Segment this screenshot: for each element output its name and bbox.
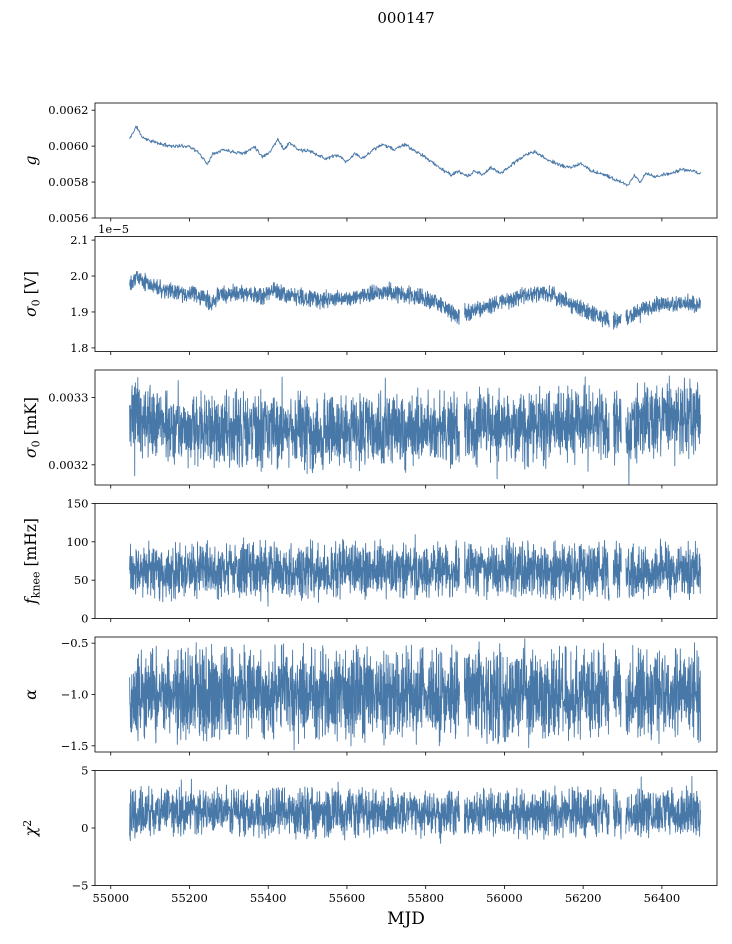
series-fknee: [612, 540, 622, 599]
y-tick-label: 0.0058: [48, 175, 88, 189]
series-g: [129, 125, 701, 187]
x-axis-label: MJD: [387, 909, 425, 929]
series-sigma0-v: [625, 293, 701, 326]
y-tick-label: 2.1: [70, 233, 88, 247]
axes-frame-sigma0-mk: [94, 369, 718, 486]
axes-frame-chi2: [94, 770, 718, 886]
panel-sigma0-v: 1.8 1.9 2.0 2.1 1e−5 σ0 [V]: [22, 222, 718, 355]
y-tick-label: 150: [67, 497, 89, 511]
series-sigma0-mk: [625, 375, 701, 485]
x-tick-label: 55000: [92, 891, 129, 905]
series-chi2: [625, 776, 701, 839]
series-sigma0-v: [129, 270, 460, 325]
y-tick-label: 1.9: [70, 305, 88, 319]
x-tick-label: 55200: [171, 891, 208, 905]
y-tick-label: 5: [81, 764, 88, 778]
y-axis-label-sigma0-mk: σ0 [mK]: [22, 397, 43, 458]
series-sigma0-mk: [129, 376, 460, 477]
y-tick-label: 0.0033: [48, 391, 88, 405]
series-sigma0-mk: [463, 376, 610, 480]
panel-chi2: −5 0 5 55000 55200 55400 55600 55800 56000 56200 5…: [21, 764, 718, 905]
axes-frame-g: [94, 102, 718, 219]
panel-alpha: −1.5 −1.0 −0.5 α: [22, 636, 718, 756]
y-tick-label: 2.0: [70, 269, 88, 283]
y-tick-label: −1.0: [61, 688, 89, 702]
series-fknee: [625, 538, 701, 601]
panel-sigma0-mk: 0.0032 0.0033 σ0 [mK]: [22, 369, 718, 489]
y-axis-label-chi2: χ2: [21, 820, 40, 837]
y-tick-label: −5: [72, 879, 89, 893]
series-alpha: [129, 642, 460, 751]
series-alpha: [612, 649, 622, 728]
y-axis-label-fknee: fknee [mHz]: [22, 518, 43, 605]
series-alpha: [625, 642, 701, 745]
x-tick-label: 56200: [565, 891, 602, 905]
axes-frame-sigma0-v: [94, 236, 718, 352]
y-tick-label: 1.8: [70, 341, 88, 355]
x-tick-label: 55600: [329, 891, 366, 905]
series-sigma0-v: [612, 311, 622, 330]
y-axis-label-g: g: [22, 155, 40, 165]
panel-g: 0.0056 0.0058 0.0060 0.0062 g: [22, 102, 718, 225]
series-chi2: [129, 778, 460, 844]
y-axis-label-alpha: α: [22, 689, 40, 700]
y-tick-label: −0.5: [61, 636, 89, 650]
x-tick-label: 56400: [644, 891, 681, 905]
y-tick-label: 0.0060: [48, 139, 88, 153]
series-chi2: [612, 788, 622, 840]
y-axis-label-sigma0-v: σ0 [V]: [22, 271, 43, 317]
series-chi2: [463, 785, 610, 840]
y-tick-label: 0.0062: [48, 103, 88, 117]
series-fknee: [463, 537, 610, 601]
chart-title: 000147: [377, 9, 435, 27]
x-tick-label: 56000: [486, 891, 523, 905]
series-sigma0-mk: [612, 390, 622, 466]
axes-frame-fknee: [94, 503, 718, 619]
y-tick-label: 0: [81, 612, 88, 626]
panel-fknee: 0 50 100 150 fknee [mHz]: [22, 497, 718, 626]
x-tick-label: 55400: [250, 891, 287, 905]
y-tick-label: −1.5: [61, 739, 89, 753]
x-tick-label: 55800: [407, 891, 444, 905]
y-tick-label: 50: [74, 573, 89, 587]
series-fknee: [129, 534, 460, 607]
y-tick-label: 0.0056: [48, 211, 88, 225]
y-tick-label: 0.0032: [48, 458, 88, 472]
series-alpha: [463, 638, 610, 748]
series-sigma0-v: [463, 284, 610, 328]
y-tick-label: 100: [67, 535, 89, 549]
y-tick-label: 0: [81, 821, 88, 835]
y-axis-offset-text: 1e−5: [98, 222, 129, 236]
